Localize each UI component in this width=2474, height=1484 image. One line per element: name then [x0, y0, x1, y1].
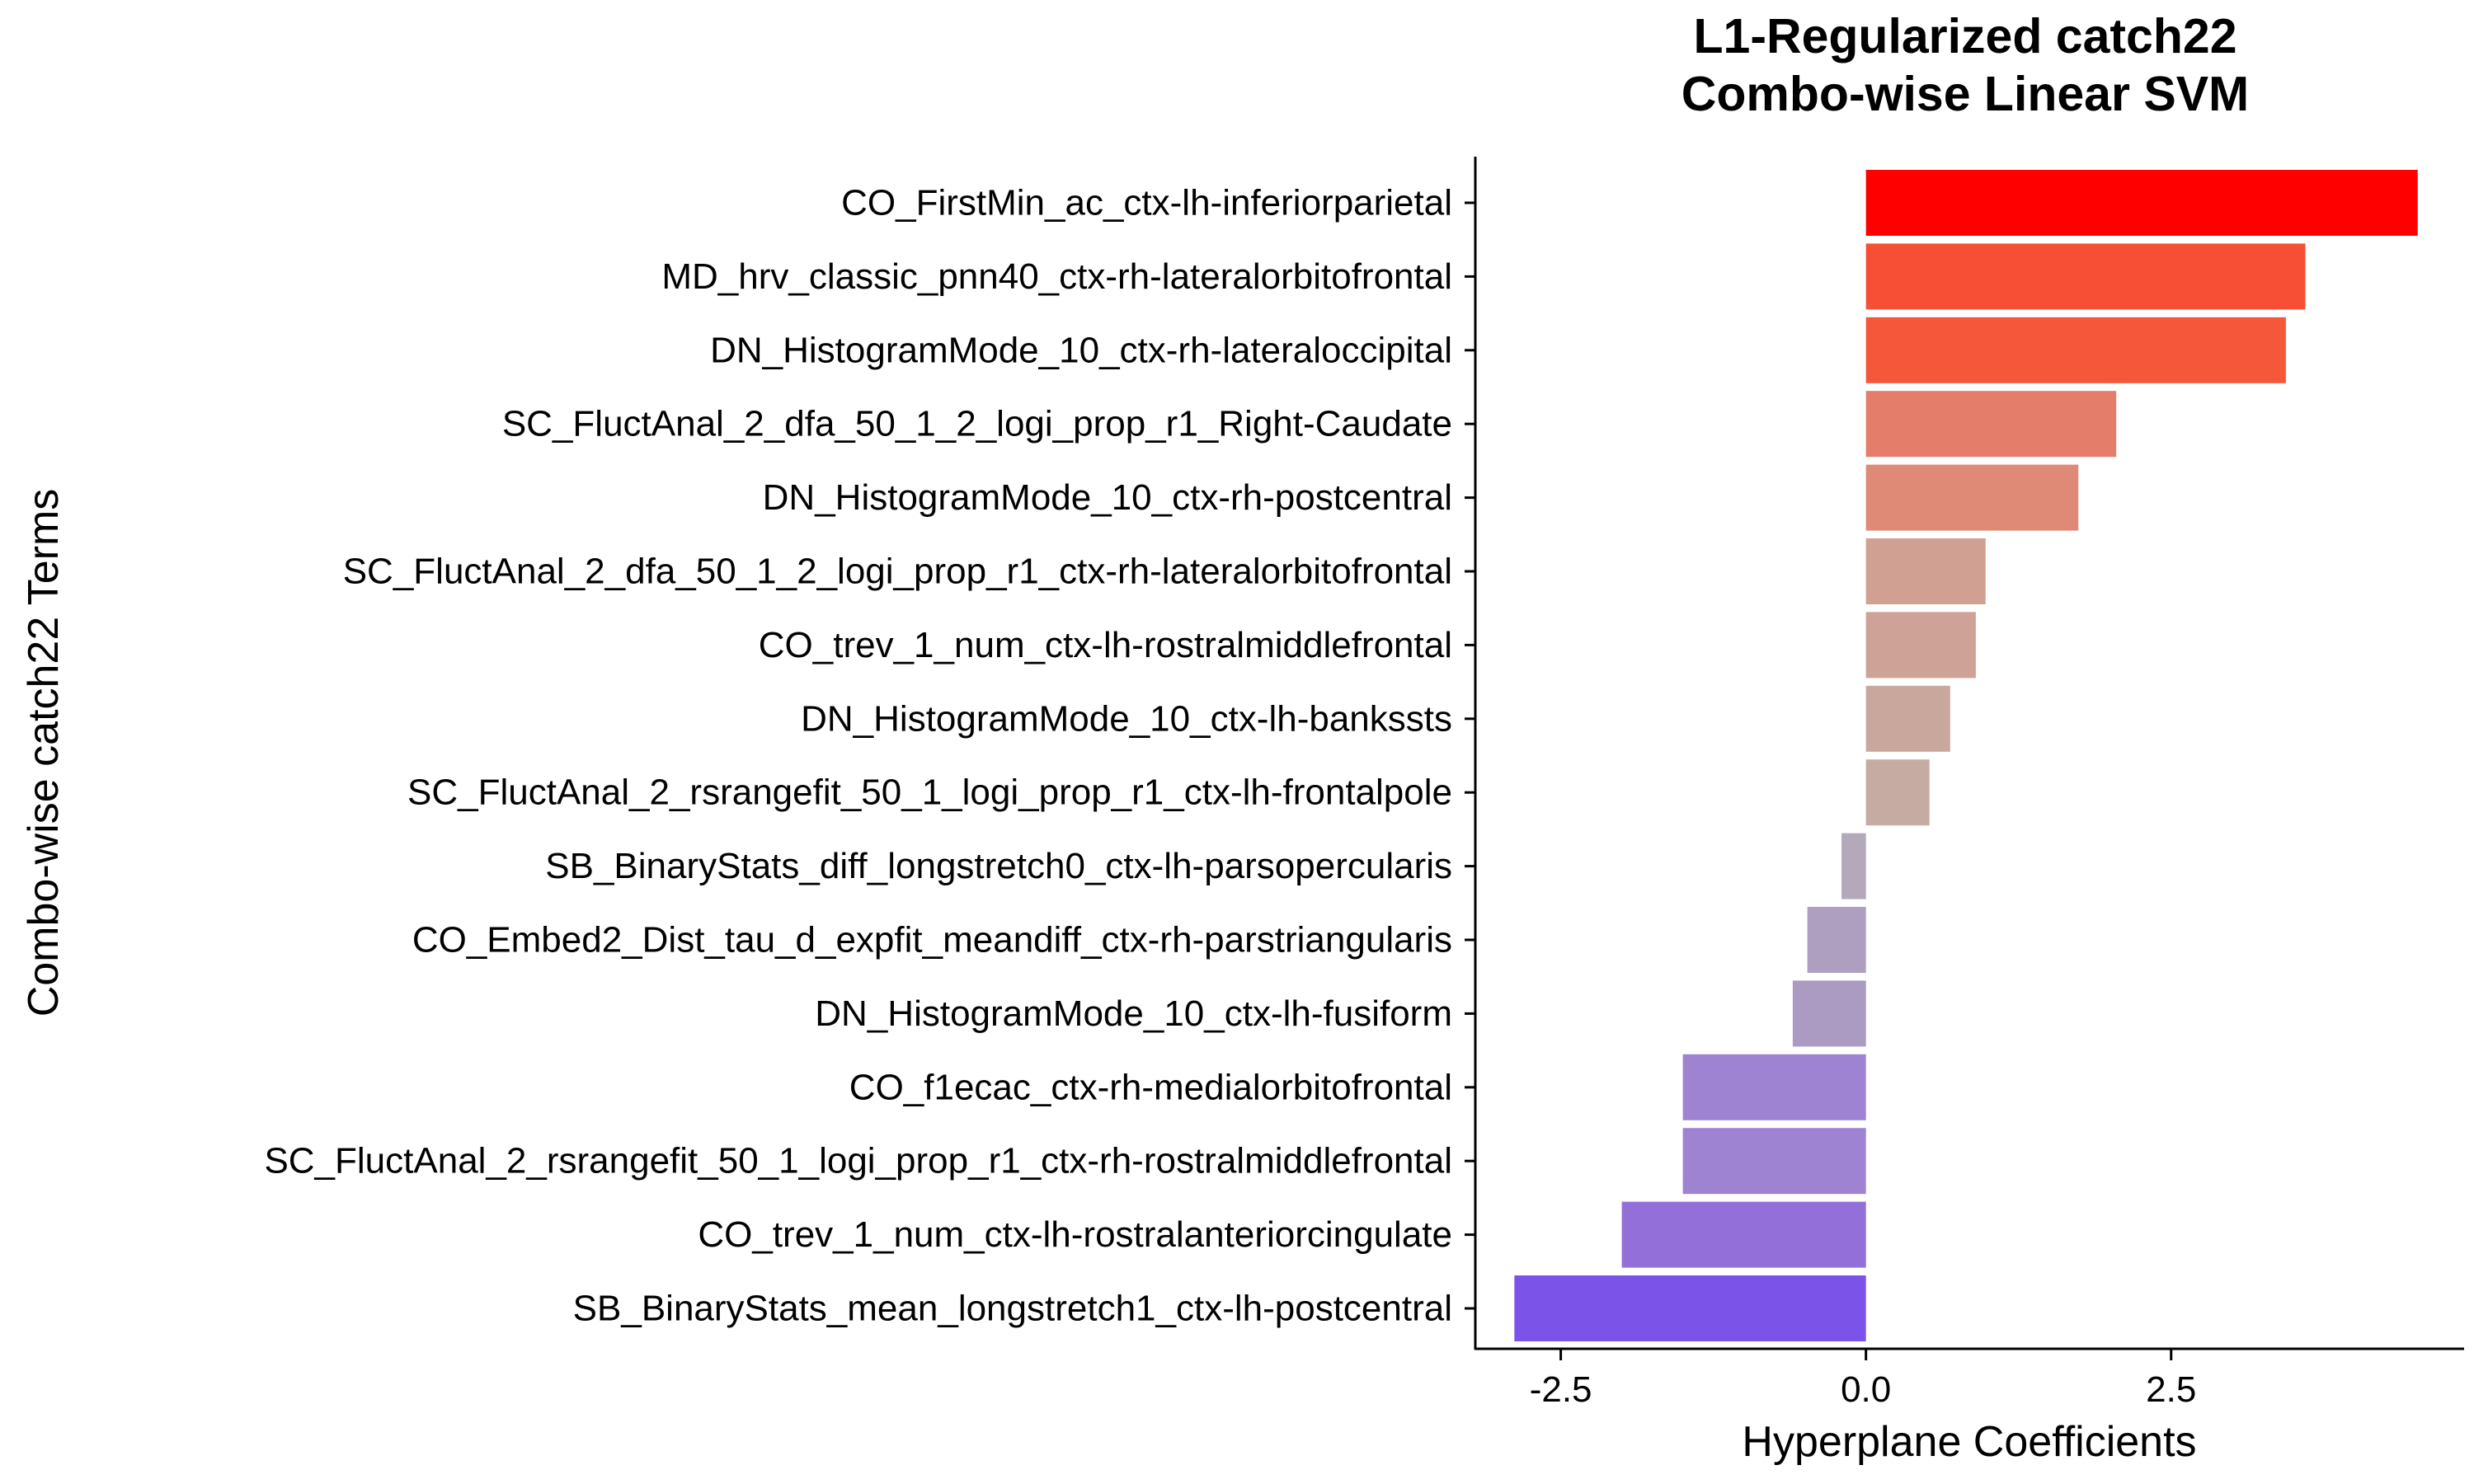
y-axis-ticks: CO_FirstMin_ac_ctx-lh-inferiorparietal MD… [264, 183, 1475, 1329]
bar [1514, 1275, 1866, 1341]
y-tick-label: CO_f1ecac_ctx-rh-medialorbitofrontal [849, 1067, 1452, 1107]
bar [1865, 464, 2079, 531]
x-axis-ticks: -2.5 0.0 2.5 [1530, 1349, 2196, 1410]
x-tick-label: -2.5 [1530, 1369, 1592, 1410]
y-tick-label: CO_trev_1_num_ctx-lh-rostralmiddlefronta… [759, 625, 1452, 665]
y-tick-label: DN_HistogramMode_10_ctx-rh-lateraloccipi… [710, 330, 1452, 370]
bar [1865, 538, 1986, 604]
bar [1865, 243, 2306, 310]
bar [1682, 1128, 1866, 1195]
bar [1865, 391, 2117, 458]
y-tick-label: SB_BinaryStats_mean_longstretch1_ctx-lh-… [573, 1289, 1452, 1329]
y-tick-label: MD_hrv_classic_pnn40_ctx-rh-lateralorbit… [661, 256, 1452, 297]
bar [1865, 317, 2286, 383]
bar [1865, 612, 1976, 679]
bar [1865, 685, 1950, 752]
y-tick-label: CO_trev_1_num_ctx-lh-rostralanteriorcing… [698, 1214, 1452, 1255]
y-tick-label: CO_Embed2_Dist_tau_d_expfit_meandiff_ctx… [412, 920, 1452, 960]
x-tick-label: 2.5 [2146, 1369, 2196, 1410]
y-tick-label: SC_FluctAnal_2_dfa_50_1_2_logi_prop_r1_R… [502, 404, 1452, 444]
bar [1792, 980, 1866, 1047]
bars-group [1514, 170, 2418, 1341]
bar [1807, 907, 1866, 973]
bar [1682, 1054, 1866, 1120]
y-tick-label: SB_BinaryStats_diff_longstretch0_ctx-lh-… [545, 846, 1452, 886]
x-axis-label: Hyperplane Coefficients [1742, 1418, 2196, 1466]
chart-title-line-1: L1-Regularized catch22 [1693, 9, 2236, 63]
y-tick-label: DN_HistogramMode_10_ctx-rh-postcentral [763, 477, 1452, 518]
bar [1865, 170, 2418, 236]
y-tick-label: CO_FirstMin_ac_ctx-lh-inferiorparietal [841, 183, 1452, 223]
y-tick-label: DN_HistogramMode_10_ctx-lh-fusiform [815, 993, 1452, 1034]
bar [1841, 833, 1866, 899]
y-tick-label: DN_HistogramMode_10_ctx-lh-bankssts [801, 698, 1452, 739]
chart-title-line-2: Combo-wise Linear SVM [1681, 67, 2249, 121]
bar [1865, 759, 1930, 826]
y-tick-label: SC_FluctAnal_2_dfa_50_1_2_logi_prop_r1_c… [343, 552, 1452, 592]
y-tick-label: SC_FluctAnal_2_rsrangefit_50_1_logi_prop… [407, 773, 1452, 813]
bar [1621, 1201, 1866, 1268]
x-tick-label: 0.0 [1841, 1369, 1891, 1410]
y-axis-label: Combo-wise catch22 Terms [20, 489, 68, 1017]
y-tick-label: SC_FluctAnal_2_rsrangefit_50_1_logi_prop… [264, 1141, 1452, 1181]
